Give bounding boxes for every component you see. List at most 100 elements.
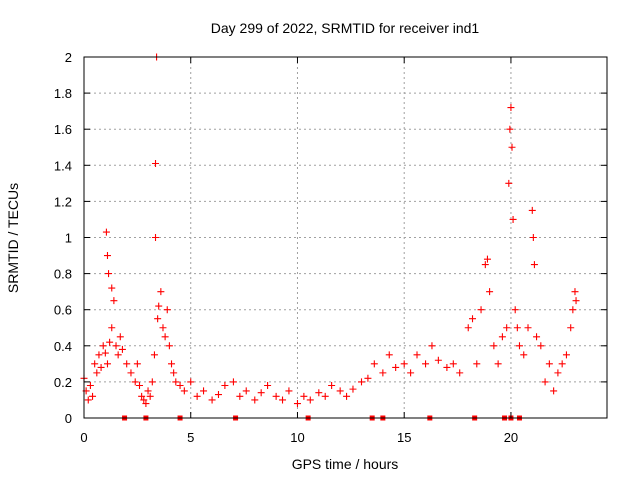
- data-point: [358, 378, 366, 386]
- data-point: [140, 396, 148, 404]
- data-point: [133, 360, 141, 368]
- x-axis-label: GPS time / hours: [292, 456, 399, 472]
- x-tick-label: 20: [504, 430, 518, 445]
- y-tick-label: 1.8: [54, 86, 72, 101]
- data-point: [524, 324, 532, 332]
- data-point: [300, 392, 308, 400]
- data-point: [93, 369, 101, 377]
- data-point: [483, 255, 491, 263]
- data-point: [142, 400, 150, 408]
- data-point: [434, 356, 442, 364]
- data-point: [103, 360, 111, 368]
- data-point: [106, 338, 114, 346]
- data-point: [569, 306, 577, 314]
- data-point: [84, 396, 92, 404]
- data-point: [469, 315, 477, 323]
- data-point: [102, 228, 110, 236]
- data-point: [285, 387, 293, 395]
- data-point: [545, 360, 553, 368]
- data-point: [509, 215, 517, 223]
- x-tick-label: 0: [80, 430, 87, 445]
- data-point: [407, 369, 415, 377]
- data-point: [562, 351, 570, 359]
- data-point: [131, 378, 139, 386]
- y-tick-label: 0.2: [54, 375, 72, 390]
- data-point: [370, 360, 378, 368]
- data-point: [152, 159, 160, 167]
- data-point: [157, 288, 165, 296]
- data-point: [558, 360, 566, 368]
- data-point: [572, 297, 580, 305]
- data-point: [449, 360, 457, 368]
- data-point: [567, 324, 575, 332]
- data-point: [477, 306, 485, 314]
- data-point: [503, 324, 511, 332]
- y-tick-label: 1.4: [54, 158, 72, 173]
- data-point: [187, 378, 195, 386]
- data-point: [306, 396, 314, 404]
- axes: 00.20.40.60.811.21.41.61.820 5 10 15 20: [54, 50, 607, 445]
- y-tick-label: 0: [65, 411, 72, 426]
- data-point: [413, 351, 421, 359]
- data-point: [103, 252, 111, 260]
- data-point: [148, 378, 156, 386]
- y-tick-label: 2: [65, 50, 72, 65]
- data-point: [176, 382, 184, 390]
- x-tick-label: 15: [397, 430, 411, 445]
- data-point: [136, 382, 144, 390]
- data-point: [554, 369, 562, 377]
- data-point: [89, 392, 97, 400]
- data-point: [242, 387, 250, 395]
- data-point: [155, 302, 163, 310]
- data-point: [150, 351, 158, 359]
- chart-title: Day 299 of 2022, SRMTID for receiver ind…: [211, 20, 480, 36]
- data-point: [118, 345, 126, 353]
- data-point: [385, 351, 393, 359]
- data-point: [481, 261, 489, 269]
- data-point: [110, 297, 118, 305]
- y-tick-label: 0.4: [54, 339, 72, 354]
- data-point: [152, 234, 160, 241]
- data-point: [172, 378, 180, 386]
- data-point: [379, 369, 387, 377]
- data-point: [506, 125, 514, 133]
- data-point: [95, 351, 103, 359]
- data-point: [86, 382, 94, 390]
- data-point: [165, 342, 173, 350]
- data-point: [97, 363, 105, 371]
- data-point: [464, 324, 472, 332]
- data-point: [456, 369, 464, 377]
- data-point: [508, 143, 516, 151]
- data-point: [494, 360, 502, 368]
- data-point: [315, 389, 323, 397]
- data-point: [364, 374, 372, 382]
- data-point: [343, 392, 351, 400]
- data-point: [428, 342, 436, 350]
- data-point: [146, 392, 154, 400]
- data-point: [272, 392, 280, 400]
- data-point: [159, 324, 167, 332]
- y-tick-label: 1.6: [54, 122, 72, 137]
- gridlines: [84, 57, 607, 418]
- data-point: [515, 342, 523, 350]
- data-points: [80, 53, 580, 408]
- data-point: [400, 360, 408, 368]
- data-point: [443, 363, 451, 371]
- x-tick-label: 5: [187, 430, 194, 445]
- data-point: [161, 333, 169, 341]
- data-point: [473, 360, 481, 368]
- data-point: [229, 378, 237, 386]
- data-point: [392, 363, 400, 371]
- data-point: [257, 389, 265, 397]
- data-point: [537, 342, 545, 350]
- data-point: [108, 324, 116, 332]
- data-point: [221, 382, 229, 390]
- data-point: [490, 342, 498, 350]
- data-point: [507, 104, 515, 112]
- data-point: [422, 360, 430, 368]
- data-point: [251, 396, 259, 404]
- data-point: [550, 387, 558, 395]
- data-point: [144, 387, 152, 395]
- data-point: [533, 333, 541, 341]
